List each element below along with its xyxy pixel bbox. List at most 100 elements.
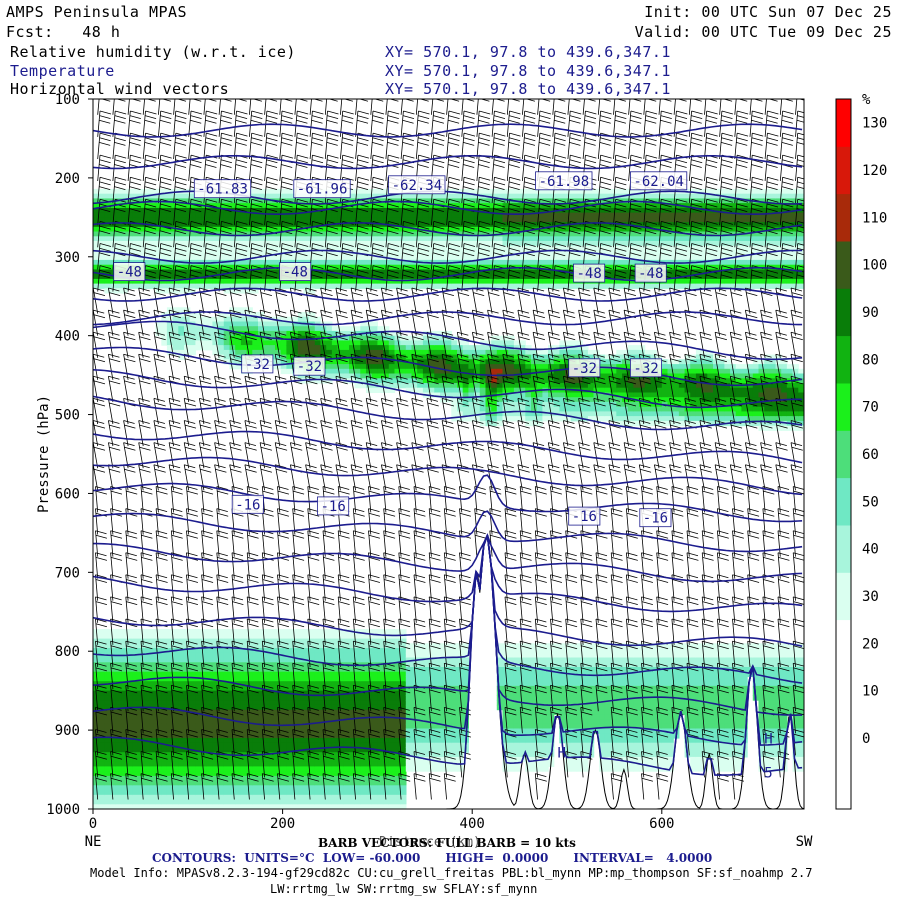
rh-cell [366,799,373,805]
rh-cell [371,657,378,663]
rh-cell [502,188,509,195]
rh-cell [502,728,509,734]
rh-cell [360,785,367,791]
rh-cell [388,794,396,801]
rh-cell [343,671,350,677]
rh-cell [366,629,373,635]
rh-cell [360,345,367,351]
rh-cell [354,643,361,649]
rh-cell [172,771,179,777]
rh-cell [474,364,481,370]
rh-cell [508,340,515,346]
rh-cell [405,278,413,285]
rh-cell [508,695,515,701]
rh-cell [303,217,310,223]
rh-cell [462,245,469,251]
rh-cell [388,345,396,351]
rh-cell [309,330,316,337]
rh-cell [93,255,100,261]
rh-cell [172,794,179,801]
rh-cell [440,681,447,687]
rh-cell [366,378,373,384]
rh-cell [93,652,100,659]
rh-cell [371,278,378,285]
rh-cell [513,231,521,237]
rh-cell [121,685,128,692]
rh-cell [468,250,475,256]
rh-cell [383,629,390,635]
rh-cell [246,700,253,706]
rh-cell [462,340,469,346]
rh-cell [309,794,316,801]
rh-cell [309,761,316,767]
rh-cell [349,217,356,223]
rh-cell [195,756,202,763]
rh-cell [189,648,196,654]
rh-cell [212,690,219,696]
rh-cell [178,326,185,332]
rh-cell [121,255,128,261]
rh-cell [206,264,214,270]
rh-cell [519,416,526,422]
rh-cell [263,255,270,261]
rh-cell [184,274,191,280]
rh-cell [394,756,401,763]
rh-cell [115,662,123,668]
rh-cell [377,695,384,701]
rh-cell [184,255,191,261]
rh-cell [184,264,191,270]
rh-cell [377,794,384,801]
rh-cell [303,690,310,696]
rh-cell [383,368,390,375]
rh-cell [184,761,191,767]
rh-cell [451,383,458,389]
rh-cell [440,231,447,237]
rh-cell [496,420,504,427]
rh-cell [229,700,236,706]
rh-cell [297,326,305,332]
rh-cell [252,794,259,801]
rh-cell [292,738,299,744]
rh-cell [223,326,231,332]
rh-cell [303,685,310,692]
rh-cell [178,217,185,223]
rh-cell [314,761,322,767]
rh-cell [422,193,430,199]
rh-cell [280,766,287,772]
rh-cell [303,775,310,782]
rh-cell [485,283,492,289]
rh-cell [252,264,259,270]
rh-cell [440,667,447,673]
rh-cell [144,207,151,214]
rh-cell [297,250,305,256]
rh-cell [127,681,134,687]
rh-cell [246,761,253,767]
rh-cell [451,766,458,772]
rh-cell [445,733,452,739]
rh-cell [212,250,219,256]
rh-cell [132,771,140,777]
rh-cell [195,785,202,791]
rh-cell [434,742,441,748]
rh-cell [269,236,276,242]
rh-cell [394,633,401,640]
rh-cell [98,714,105,720]
rh-cell [394,799,401,805]
rh-cell [320,662,327,668]
rh-cell [519,364,526,370]
rh-cell [513,349,521,356]
rh-cell [218,780,225,786]
rh-cell [428,695,435,701]
rh-cell [366,349,373,356]
rh-cell [428,700,435,706]
rh-cell [246,690,253,696]
rh-cell [474,392,481,398]
rh-cell [394,804,401,809]
rh-cell [121,203,128,209]
rh-cell [337,719,344,725]
rh-cell [377,340,384,346]
rh-cell [337,771,344,777]
rh-cell [229,766,236,772]
rh-cell [275,321,282,327]
rh-cell [110,780,117,786]
